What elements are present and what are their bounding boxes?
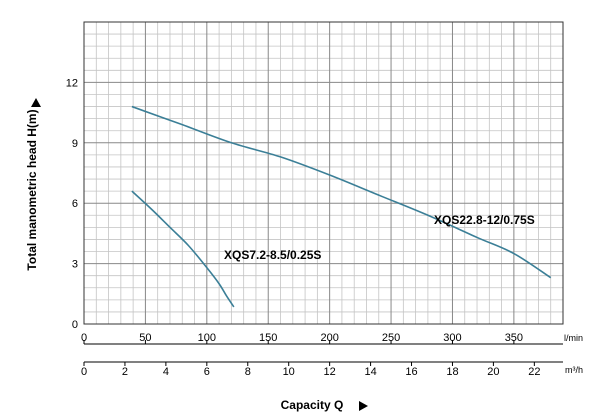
x-tick-label-m3h: 20 bbox=[487, 366, 499, 378]
curve-xqs22-8 bbox=[131, 105, 552, 279]
x-axis-m3h: 0 2 4 6 8 10 12 14 16 18 20 22 m³/h bbox=[81, 361, 583, 378]
x-tick-label-m3h: 2 bbox=[122, 366, 128, 378]
y-tick-label: 9 bbox=[72, 138, 78, 150]
y-tick-label: 0 bbox=[72, 319, 78, 331]
x-tick-label-m3h: 18 bbox=[446, 366, 458, 378]
curve-label-xqs22-8: XQS22.8-12/0.75S bbox=[434, 213, 535, 227]
x-tick-label-lmin: 0 bbox=[81, 332, 87, 344]
y-tick-label: 3 bbox=[72, 259, 78, 271]
y-tick-label: 6 bbox=[72, 198, 78, 210]
x-tick-label-m3h: 16 bbox=[405, 366, 417, 378]
x-tick-label-m3h: 4 bbox=[163, 366, 169, 378]
x-axis-arrow-icon bbox=[359, 401, 368, 411]
y-axis-arrow-icon bbox=[31, 98, 41, 107]
x-tick-label-m3h: 10 bbox=[283, 366, 295, 378]
x-axis-m3h-unit: m³/h bbox=[565, 365, 583, 375]
curve-label-xqs7-2: XQS7.2-8.5/0.25S bbox=[224, 248, 321, 262]
curves bbox=[131, 105, 552, 308]
y-axis-title: Total manometric head H(m) bbox=[25, 109, 39, 270]
x-tick-label-m3h: 14 bbox=[364, 366, 376, 378]
x-tick-label-m3h: 12 bbox=[324, 366, 336, 378]
plot-frame bbox=[83, 21, 564, 325]
x-tick-label-m3h: 0 bbox=[81, 366, 87, 378]
x-tick-label-lmin: 150 bbox=[259, 332, 277, 344]
x-tick-label-lmin: 300 bbox=[443, 332, 461, 344]
curve-labels: XQS7.2-8.5/0.25S XQS22.8-12/0.75S bbox=[224, 213, 535, 262]
x-tick-label-lmin: 100 bbox=[198, 332, 216, 344]
x-axis-lmin-unit: l/min bbox=[564, 333, 583, 343]
major-grid bbox=[84, 22, 563, 324]
minor-grid bbox=[84, 22, 563, 324]
x-axis-lmin: 0 50 100 150 200 250 300 350 l/min bbox=[81, 332, 583, 345]
x-axis-title: Capacity Q bbox=[281, 398, 344, 412]
y-tick-label: 12 bbox=[66, 77, 78, 89]
x-tick-label-m3h: 22 bbox=[528, 366, 540, 378]
curve-xqs7-2 bbox=[131, 190, 235, 308]
x-tick-label-m3h: 8 bbox=[245, 366, 251, 378]
x-tick-label-lmin: 50 bbox=[139, 332, 151, 344]
y-axis-ticks: 0 3 6 9 12 bbox=[66, 77, 78, 331]
x-tick-label-lmin: 200 bbox=[320, 332, 338, 344]
x-tick-label-lmin: 250 bbox=[382, 332, 400, 344]
x-tick-label-lmin: 350 bbox=[505, 332, 523, 344]
x-tick-label-m3h: 6 bbox=[204, 366, 210, 378]
